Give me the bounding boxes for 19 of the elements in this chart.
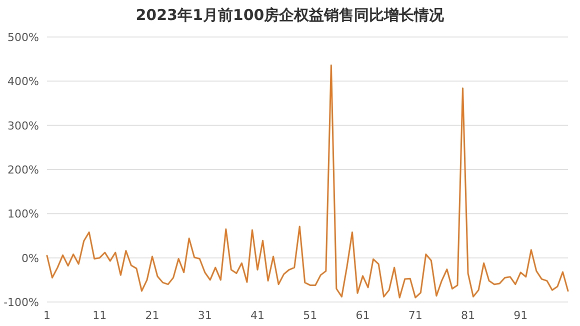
y-tick-label: 0%	[22, 252, 39, 265]
x-tick-label: 61	[356, 309, 370, 322]
chart-title: 2023年1月前100房企权益销售同比增长情况	[136, 6, 446, 24]
y-tick-label: 200%	[8, 164, 39, 176]
x-tick-label: 81	[461, 309, 476, 322]
y-tick-label: 300%	[8, 119, 39, 132]
x-tick-label: 31	[198, 309, 212, 322]
x-tick-label: 51	[303, 309, 318, 322]
y-tick-label: 100%	[8, 208, 39, 221]
x-tick-label: 1	[44, 309, 50, 322]
x-tick-label: 91	[514, 309, 528, 322]
x-tick-label: 41	[250, 309, 265, 322]
y-tick-label: 500%	[8, 31, 39, 44]
y-tick-label: -100%	[4, 296, 39, 309]
x-tick-label: 71	[408, 309, 422, 322]
x-tick-label: 11	[92, 309, 107, 322]
y-tick-label: 400%	[8, 75, 39, 88]
line-series	[46, 64, 569, 298]
x-tick-label: 21	[145, 309, 160, 322]
